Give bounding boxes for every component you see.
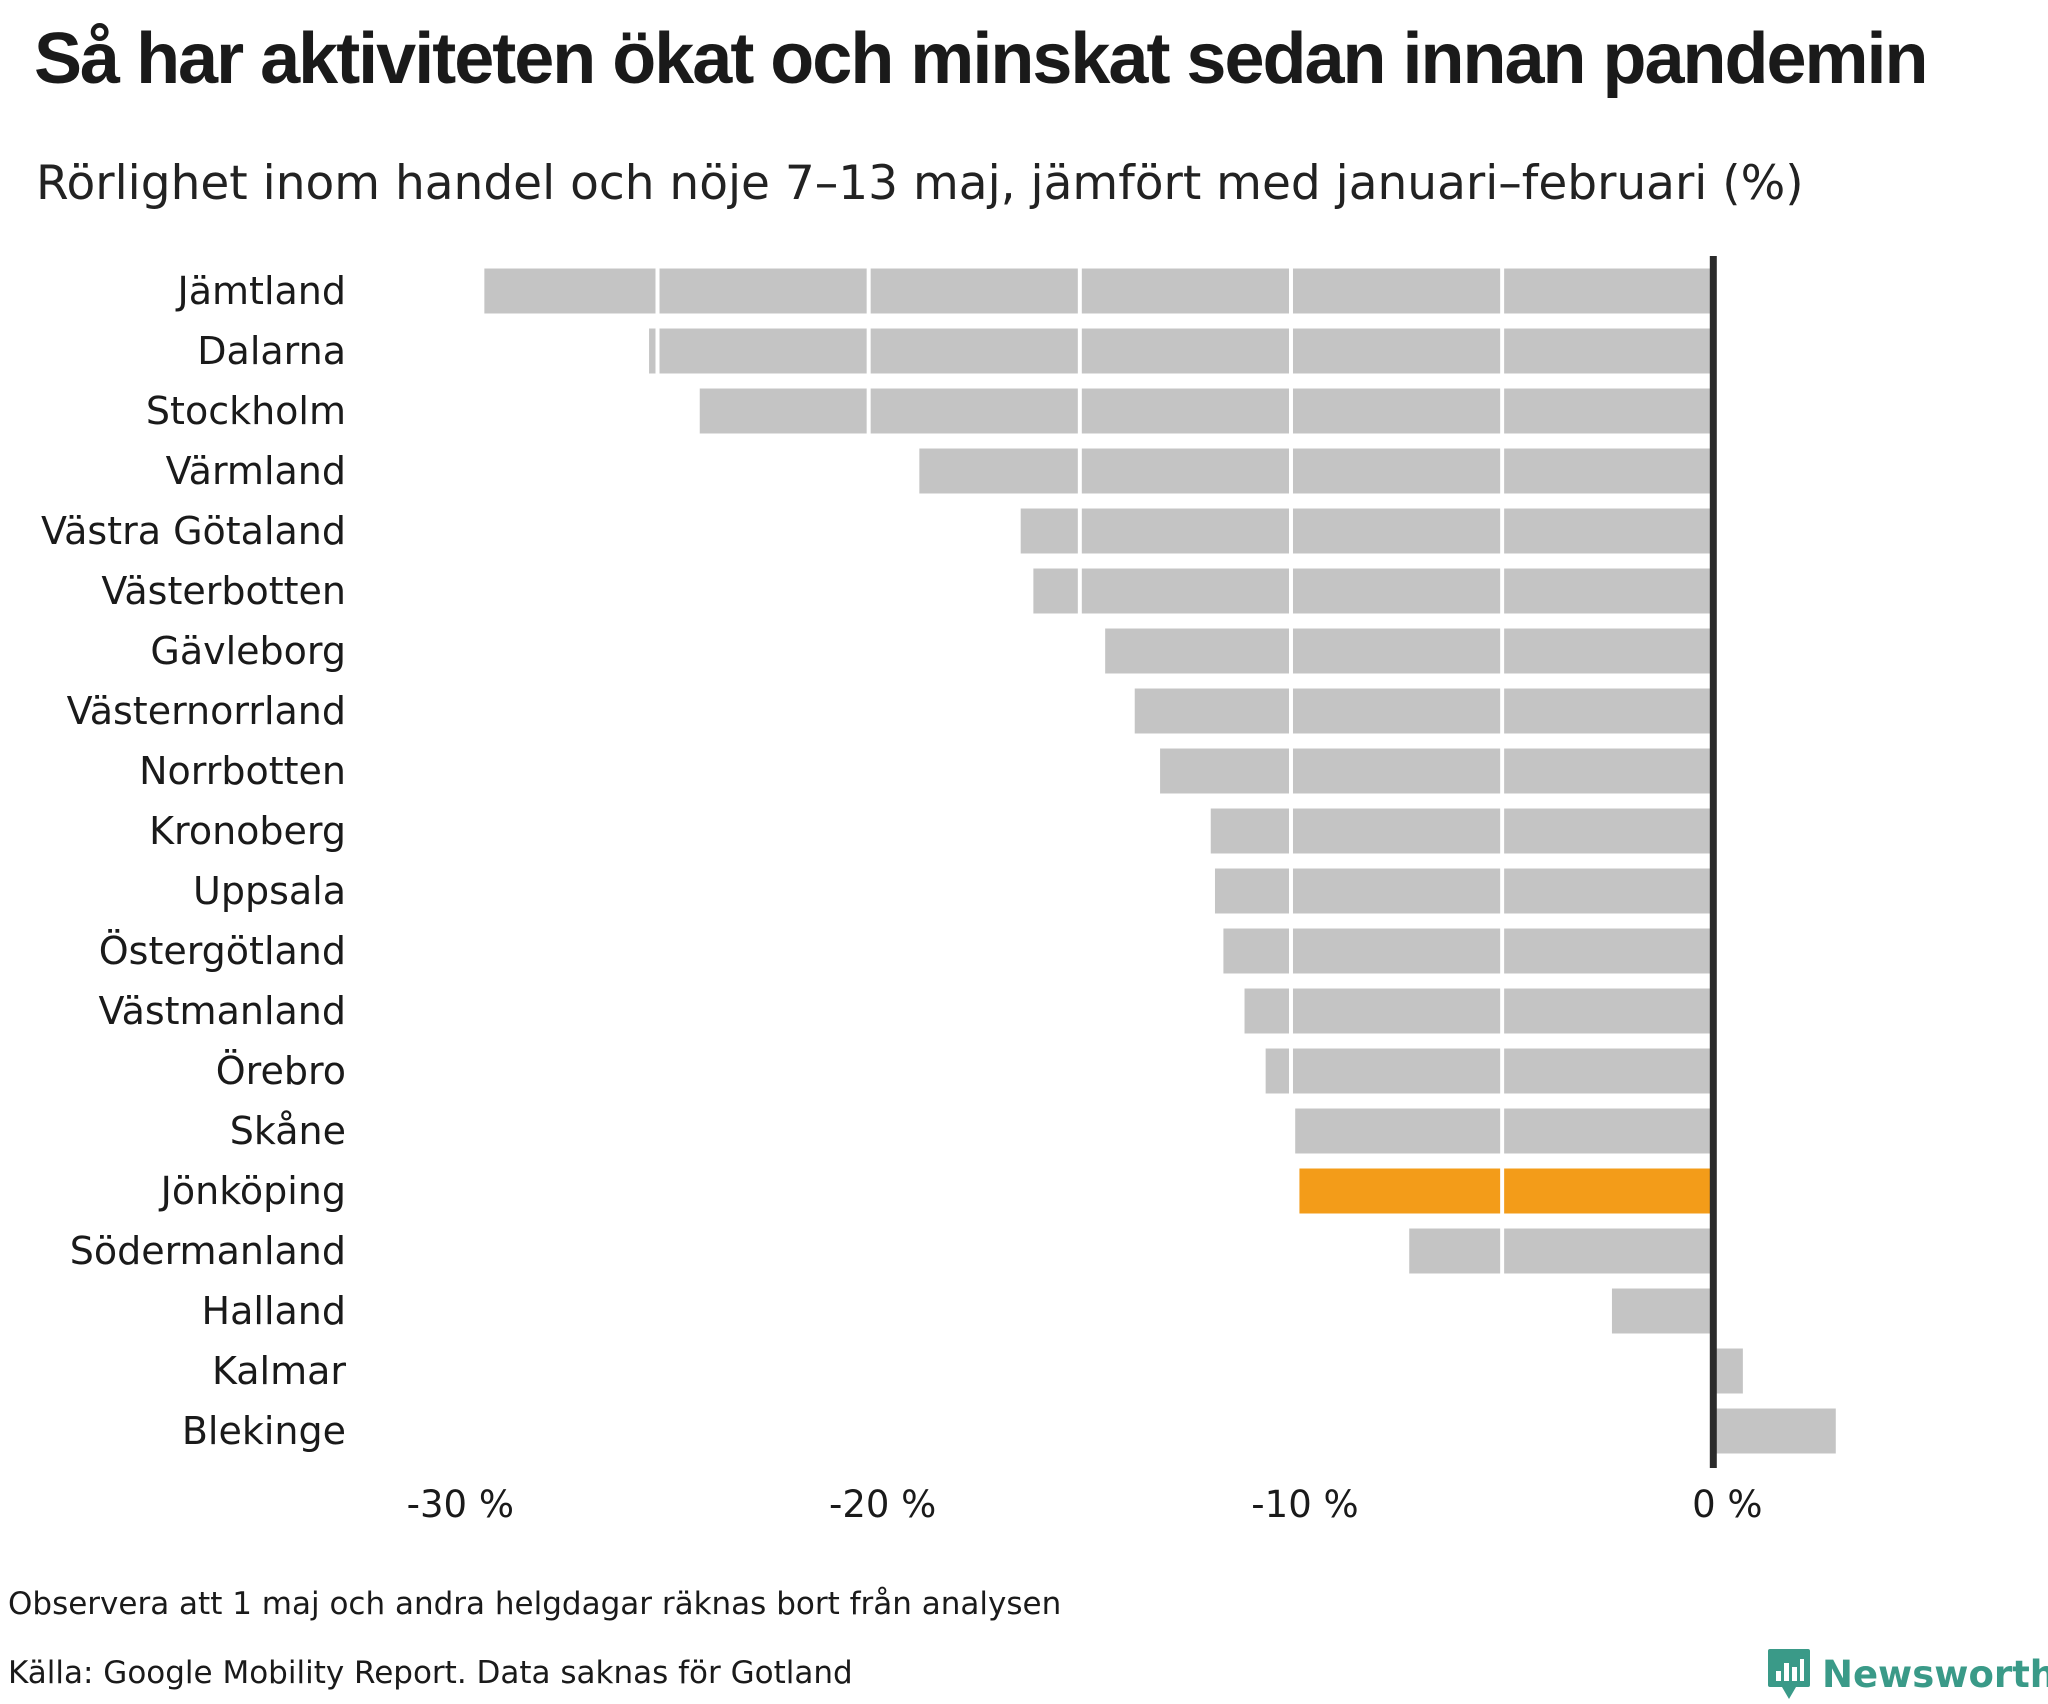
- bar-kalmar: [1713, 1348, 1743, 1394]
- x-tick-label: -10 %: [1251, 1483, 1358, 1526]
- bar-västmanland: [1244, 988, 1714, 1034]
- bar-norrbotten: [1160, 748, 1714, 794]
- chart-title: Så har aktiviteten ökat och minskat seda…: [34, 19, 1929, 99]
- source-note: Källa: Google Mobility Report. Data sakn…: [8, 1655, 853, 1691]
- bar-jönköping: [1299, 1168, 1714, 1214]
- category-label: Norrbotten: [139, 749, 346, 793]
- category-label: Västerbotten: [101, 569, 346, 613]
- category-label: Dalarna: [197, 329, 346, 373]
- category-label: Kronoberg: [149, 809, 346, 853]
- category-label: Västernorrland: [67, 689, 346, 733]
- category-label: Örebro: [216, 1049, 346, 1093]
- category-label: Stockholm: [146, 389, 346, 433]
- bar-östergötland: [1223, 928, 1714, 974]
- bar-chart: Jämtland Dalarna Stockholm Värmland Västra G…: [41, 256, 1836, 1526]
- footnote: Observera att 1 maj och andra helgdagar …: [8, 1586, 1062, 1622]
- category-label: Gävleborg: [150, 629, 346, 673]
- category-label: Värmland: [166, 449, 346, 493]
- bar-dalarna: [649, 328, 1714, 374]
- bar-blekinge: [1713, 1408, 1836, 1454]
- category-label: Västra Götaland: [41, 509, 346, 553]
- bar-jämtland: [484, 268, 1714, 314]
- bar-västernorrland: [1134, 688, 1714, 734]
- bar-uppsala: [1214, 868, 1714, 914]
- category-label: Skåne: [230, 1109, 346, 1153]
- bar-skåne: [1295, 1108, 1714, 1154]
- bar-kronoberg: [1210, 808, 1714, 854]
- category-label: Jönköping: [159, 1169, 346, 1213]
- brand-name: Newsworthy: [1822, 1652, 2048, 1696]
- category-label: Jämtland: [176, 269, 346, 313]
- category-label: Uppsala: [193, 869, 346, 913]
- x-tick-label: -30 %: [407, 1483, 514, 1526]
- bar-örebro: [1265, 1048, 1714, 1094]
- chart-subtitle: Rörlighet inom handel och nöje 7–13 maj,…: [36, 156, 1804, 211]
- bar-gävleborg: [1105, 628, 1714, 674]
- bar-halland: [1611, 1288, 1714, 1334]
- brand-logo: Newsworthy: [1766, 1644, 2048, 1704]
- x-tick-label: -20 %: [829, 1483, 936, 1526]
- category-label: Halland: [202, 1289, 346, 1333]
- category-label: Kalmar: [212, 1349, 346, 1393]
- bar-värmland: [919, 448, 1714, 494]
- bar-södermanland: [1409, 1228, 1714, 1274]
- bar-stockholm: [699, 388, 1714, 434]
- bar-chart-badge-icon: [1768, 1649, 1810, 1699]
- category-label: Blekinge: [182, 1409, 346, 1453]
- category-label: Östergötland: [99, 929, 346, 973]
- category-label: Södermanland: [70, 1229, 346, 1273]
- bar-västra-götaland: [1020, 508, 1714, 554]
- x-tick-label: 0 %: [1692, 1483, 1762, 1526]
- category-label: Västmanland: [99, 989, 346, 1033]
- bar-västerbotten: [1033, 568, 1714, 614]
